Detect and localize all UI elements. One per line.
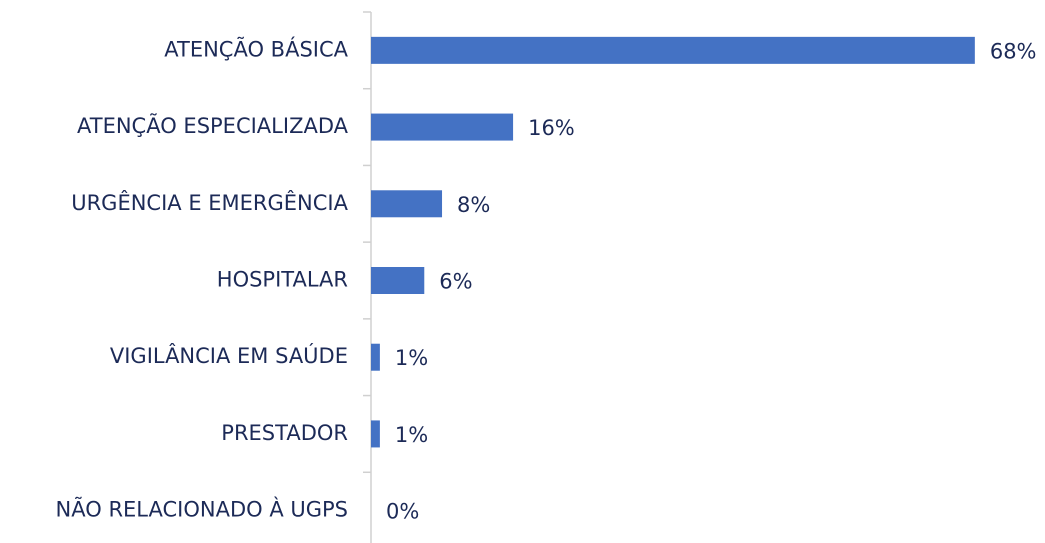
value-label: 16% [528,116,575,140]
bar [371,420,380,448]
bar [371,113,514,141]
bar [371,267,425,294]
category-label: ATENÇÃO BÁSICA [164,35,348,61]
category-label: HOSPITALAR [217,268,348,292]
category-label: NÃO RELACIONADO À UGPS [56,496,348,522]
value-label: 1% [395,346,428,370]
value-label: 68% [990,39,1037,63]
category-label: URGÊNCIA E EMERGÊNCIA [71,190,348,215]
category-label: VIGILÂNCIA EM SAÚDE [110,343,348,368]
bar [371,190,443,218]
bar [371,36,975,64]
category-label: PRESTADOR [221,421,348,445]
value-label: 8% [457,193,490,217]
value-label: 1% [395,423,428,447]
value-label: 6% [439,270,472,294]
bar [371,343,380,371]
category-label: ATENÇÃO ESPECIALIZADA [77,112,349,138]
value-label: 0% [386,500,419,524]
